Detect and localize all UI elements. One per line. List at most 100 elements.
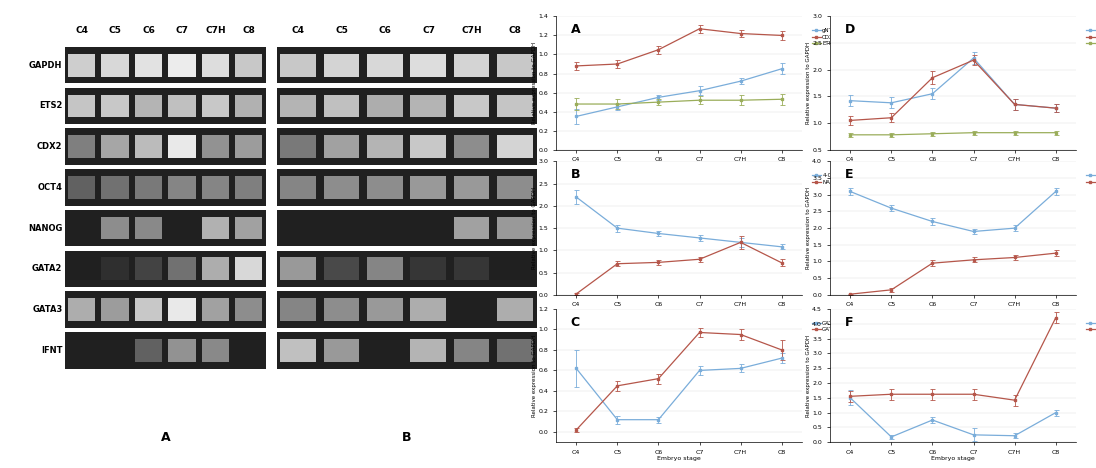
Y-axis label: Relative expression to GAPDH: Relative expression to GAPDH <box>532 187 537 269</box>
Bar <box>454 95 489 117</box>
Bar <box>202 217 229 240</box>
Bar <box>323 176 359 199</box>
Bar <box>367 298 402 321</box>
Bar <box>367 54 402 76</box>
Bar <box>367 257 402 280</box>
Bar <box>101 54 128 76</box>
Bar <box>101 217 128 240</box>
Bar <box>454 54 489 76</box>
Bar <box>168 257 195 280</box>
Bar <box>281 339 316 362</box>
Text: C5: C5 <box>109 26 122 35</box>
Legend: 4-Oct, NANOG: 4-Oct, NANOG <box>1084 171 1096 187</box>
Text: C6: C6 <box>379 26 391 35</box>
X-axis label: Embryo stage: Embryo stage <box>932 456 974 461</box>
Bar <box>68 176 95 199</box>
Bar <box>101 298 128 321</box>
Bar <box>498 135 533 158</box>
Bar <box>65 332 266 369</box>
Bar <box>135 135 162 158</box>
Bar <box>454 217 489 240</box>
Text: NANOG: NANOG <box>28 224 62 233</box>
Text: GAPDH: GAPDH <box>28 61 62 70</box>
Text: C6: C6 <box>142 26 156 35</box>
Bar <box>168 135 195 158</box>
Bar <box>101 135 128 158</box>
Bar <box>498 54 533 76</box>
Bar <box>168 339 195 362</box>
Bar <box>101 95 128 117</box>
Y-axis label: Relative expression to GAPDH: Relative expression to GAPDH <box>806 335 811 417</box>
Bar <box>135 176 162 199</box>
Bar <box>454 176 489 199</box>
Bar <box>281 135 316 158</box>
Bar <box>367 176 402 199</box>
Text: C7H: C7H <box>205 26 226 35</box>
Bar <box>276 250 537 287</box>
Bar <box>202 95 229 117</box>
Text: B: B <box>571 168 580 181</box>
Legend: 4-Oct, NANOG: 4-Oct, NANOG <box>810 171 845 187</box>
Bar <box>410 257 446 280</box>
Bar <box>281 298 316 321</box>
Bar <box>498 298 533 321</box>
Bar <box>281 176 316 199</box>
Bar <box>276 291 537 328</box>
Bar <box>65 250 266 287</box>
Bar <box>367 95 402 117</box>
Y-axis label: Relative expression to GAPDH: Relative expression to GAPDH <box>532 42 537 124</box>
Bar <box>65 128 266 165</box>
Bar <box>323 135 359 158</box>
Text: C5: C5 <box>335 26 349 35</box>
Bar <box>235 217 262 240</box>
Bar <box>281 54 316 76</box>
Text: C7H: C7H <box>461 26 482 35</box>
Bar <box>281 95 316 117</box>
Bar <box>168 176 195 199</box>
Bar <box>101 257 128 280</box>
Bar <box>235 176 262 199</box>
Bar <box>65 291 266 328</box>
Legend: GATA2, GATA3: GATA2, GATA3 <box>810 318 842 335</box>
Bar <box>498 95 533 117</box>
X-axis label: Embryo stage: Embryo stage <box>658 456 700 461</box>
Bar <box>202 298 229 321</box>
Text: GATA3: GATA3 <box>32 305 62 314</box>
Bar <box>135 257 162 280</box>
Bar <box>235 54 262 76</box>
Bar <box>65 47 266 83</box>
Legend: GATA2, GATA3: GATA2, GATA3 <box>1084 318 1096 335</box>
Bar <box>410 298 446 321</box>
X-axis label: Embryo stage: Embryo stage <box>658 309 700 314</box>
Text: C7: C7 <box>175 26 189 35</box>
Bar <box>202 54 229 76</box>
Bar <box>68 95 95 117</box>
Bar <box>323 298 359 321</box>
Bar <box>410 135 446 158</box>
X-axis label: Embryo stage: Embryo stage <box>932 164 974 169</box>
Bar <box>454 135 489 158</box>
Text: C4: C4 <box>292 26 305 35</box>
Text: D: D <box>845 23 855 36</box>
Bar <box>498 176 533 199</box>
X-axis label: Embryo stage: Embryo stage <box>658 164 700 169</box>
Text: C: C <box>571 315 580 329</box>
Bar <box>135 95 162 117</box>
Text: IFNT: IFNT <box>41 346 62 355</box>
Bar <box>235 135 262 158</box>
Bar <box>135 298 162 321</box>
Bar <box>235 95 262 117</box>
Bar <box>235 257 262 280</box>
Bar <box>65 210 266 247</box>
Bar <box>498 217 533 240</box>
Bar <box>367 135 402 158</box>
Bar <box>276 169 537 206</box>
Bar <box>168 298 195 321</box>
Bar <box>202 135 229 158</box>
Bar <box>101 176 128 199</box>
Bar <box>168 54 195 76</box>
Bar <box>454 257 489 280</box>
Bar <box>68 135 95 158</box>
Bar <box>276 88 537 124</box>
Text: C8: C8 <box>242 26 255 35</box>
